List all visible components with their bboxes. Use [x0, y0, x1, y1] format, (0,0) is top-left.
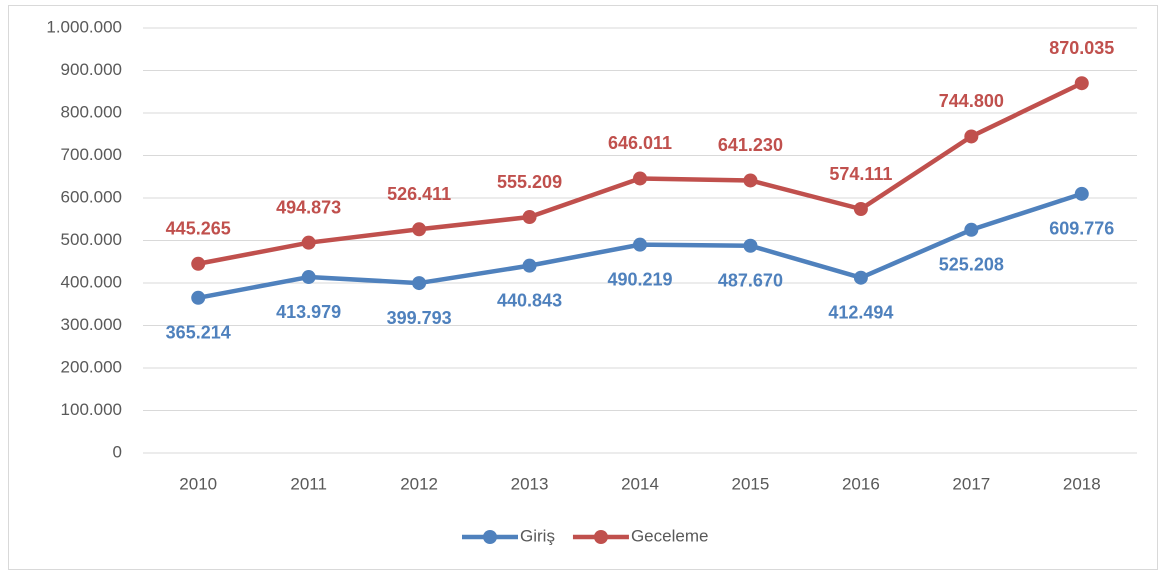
data-label: 490.219: [607, 269, 672, 289]
point: [301, 235, 316, 250]
chart-border: [8, 5, 1158, 570]
point: [191, 256, 206, 271]
y-tick-label: 0: [113, 442, 122, 461]
point: [1074, 186, 1089, 201]
y-tick-label: 300.000: [61, 315, 122, 334]
point: [301, 270, 316, 285]
point: [743, 173, 758, 188]
data-label: 440.843: [497, 290, 562, 310]
y-tick-label: 500.000: [61, 230, 122, 249]
point: [853, 270, 868, 285]
y-tick-label: 600.000: [61, 187, 122, 206]
x-tick-label: 2013: [511, 474, 549, 493]
y-tick-label: 100.000: [61, 400, 122, 419]
data-label: 744.800: [939, 91, 1004, 111]
data-label: 413.979: [276, 302, 341, 322]
data-label: 399.793: [387, 308, 452, 328]
y-tick-label: 400.000: [61, 272, 122, 291]
x-tick-label: 2010: [179, 474, 217, 493]
point: [743, 238, 758, 253]
y-tick-label: 700.000: [61, 145, 122, 164]
point: [964, 222, 979, 237]
y-tick-label: 900.000: [61, 60, 122, 79]
x-tick-label: 2011: [290, 474, 327, 493]
data-label: 555.209: [497, 172, 562, 192]
legend-label: Geceleme: [631, 526, 708, 545]
legend-marker: [593, 530, 608, 544]
legend-marker: [483, 530, 497, 544]
data-label: 494.873: [276, 197, 341, 217]
data-label: 525.208: [939, 255, 1004, 275]
data-label: 870.035: [1049, 38, 1114, 58]
data-label: 445.265: [166, 219, 231, 239]
point: [412, 222, 427, 237]
point: [853, 202, 868, 217]
x-tick-label: 2014: [621, 474, 659, 493]
x-tick-label: 2012: [400, 474, 438, 493]
point: [191, 290, 206, 305]
x-tick-label: 2015: [732, 474, 770, 493]
point: [412, 276, 427, 291]
point: [964, 129, 979, 144]
point: [633, 237, 647, 252]
data-label: 641.230: [718, 135, 783, 155]
data-label: 365.214: [166, 323, 231, 343]
y-tick-label: 1.000.000: [46, 17, 122, 36]
y-tick-label: 800.000: [61, 102, 122, 121]
data-label: 487.670: [718, 270, 783, 290]
legend-label: Giriş: [520, 526, 555, 545]
x-tick-label: 2017: [952, 474, 990, 493]
data-label: 574.111: [829, 164, 892, 184]
x-tick-label: 2018: [1063, 474, 1101, 493]
y-tick-label: 200.000: [61, 357, 122, 376]
data-label: 526.411: [387, 184, 451, 204]
point: [633, 171, 647, 186]
data-label: 646.011: [608, 133, 672, 153]
point: [522, 258, 537, 273]
point: [1074, 76, 1089, 91]
x-tick-label: 2016: [842, 474, 880, 493]
point: [522, 210, 537, 225]
data-label: 609.776: [1049, 219, 1114, 239]
data-label: 412.494: [828, 302, 893, 322]
